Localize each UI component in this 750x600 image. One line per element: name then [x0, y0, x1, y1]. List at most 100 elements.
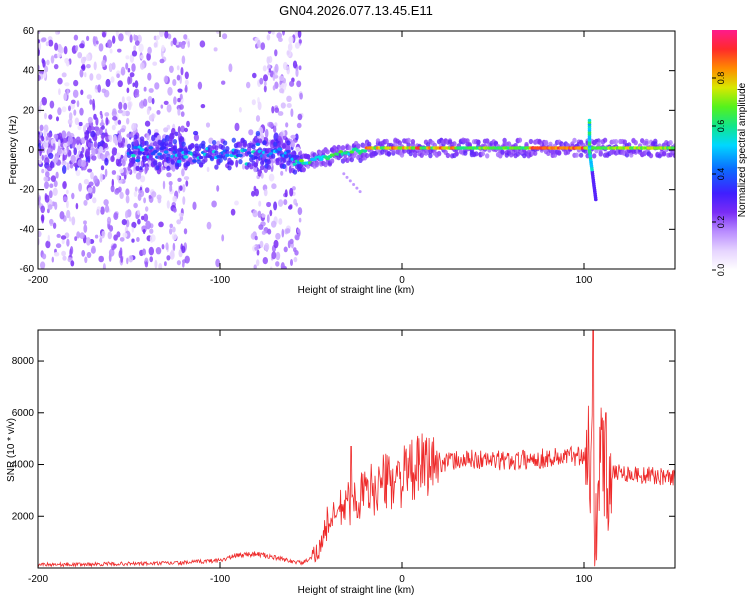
heatmap-cell [38, 39, 41, 44]
heatmap-cell [227, 165, 232, 171]
heatmap-cell [106, 216, 112, 225]
heatmap-cell [117, 134, 122, 143]
heatmap-cell [141, 225, 147, 231]
heatmap-cell [90, 171, 94, 180]
heatmap-cell [86, 35, 90, 42]
heatmap-cell [38, 159, 42, 165]
heatmap-cell [485, 153, 490, 159]
heatmap-cell [131, 221, 137, 229]
heatmap-cell [111, 154, 115, 162]
heatmap-cell [271, 251, 277, 260]
heatmap-cell [480, 151, 485, 157]
heatmap-cell [282, 61, 288, 71]
heatmap-cell [135, 172, 142, 180]
heatmap-cell [98, 43, 104, 52]
heatmap-cell [84, 256, 88, 264]
heatmap-cell [355, 186, 359, 190]
heatmap-cell [133, 191, 138, 197]
spectrogram-x-tick-label: 100 [576, 275, 593, 286]
heatmap-cell [131, 158, 136, 164]
heatmap-ridge-cell [349, 150, 355, 154]
heatmap-cell [153, 141, 158, 147]
heatmap-cell [104, 168, 108, 177]
heatmap-cell [157, 161, 162, 167]
heatmap-cell [125, 210, 129, 219]
heatmap-cell [64, 82, 70, 87]
heatmap-cell [174, 148, 180, 154]
heatmap-cell [296, 80, 302, 88]
heatmap-cell [143, 213, 149, 222]
heatmap-cell [121, 96, 125, 104]
heatmap-cell [52, 187, 58, 196]
spectrogram-x-tick-label: -200 [28, 275, 48, 286]
heatmap-cell [96, 73, 102, 81]
heatmap-cell [263, 74, 268, 82]
heatmap-cell [406, 137, 411, 143]
heatmap-cell [278, 199, 284, 207]
heatmap-cell [190, 142, 195, 149]
heatmap-cell [90, 130, 96, 138]
heatmap-cell [264, 129, 268, 138]
snr-y-tick-label: 2000 [12, 511, 35, 522]
heatmap-cell [146, 52, 151, 61]
heatmap-ridge-cell [157, 152, 163, 156]
heatmap-cell [672, 152, 675, 159]
heatmap-cell [43, 129, 47, 138]
heatmap-cell [134, 186, 138, 192]
heatmap-cell [61, 130, 67, 139]
heatmap-cell [170, 40, 174, 47]
heatmap-cell [199, 40, 206, 48]
heatmap-ridge-cell [139, 148, 145, 152]
heatmap-ridge-cell [128, 151, 134, 155]
heatmap-cell [134, 40, 140, 46]
heatmap-cell [476, 139, 481, 145]
heatmap-cell [101, 125, 105, 130]
heatmap-cell [153, 35, 157, 41]
spectrogram-y-tick-label: 60 [23, 26, 35, 37]
heatmap-cell [63, 46, 68, 55]
heatmap-cell [131, 226, 134, 233]
heatmap-cell [111, 245, 115, 251]
heatmap-ridge-cell [192, 159, 197, 163]
heatmap-cell [262, 140, 267, 146]
heatmap-cell [181, 168, 185, 177]
heatmap-cell [44, 65, 49, 73]
heatmap-cell [79, 107, 84, 116]
heatmap-cell [184, 79, 189, 86]
heatmap-cell [358, 190, 362, 194]
heatmap-cell [182, 196, 186, 205]
heatmap-cell [102, 142, 108, 149]
heatmap-cell [104, 112, 110, 117]
spectrogram-x-label: Height of straight line (km) [298, 285, 415, 296]
heatmap-cell [57, 148, 62, 155]
heatmap-cell [75, 45, 79, 52]
heatmap-cell [104, 157, 109, 166]
heatmap-cell [108, 225, 114, 232]
heatmap-cell [86, 63, 91, 69]
snr-x-tick-label: 100 [576, 574, 593, 585]
heatmap-cell [169, 228, 173, 235]
heatmap-cell [436, 150, 442, 156]
heatmap-cell [169, 65, 174, 74]
heatmap-cell [463, 150, 468, 156]
heatmap-cell [76, 100, 80, 108]
heatmap-cell [282, 31, 285, 36]
heatmap-cell [79, 43, 85, 49]
heatmap-cell [231, 137, 236, 143]
heatmap-cell [221, 234, 225, 242]
heatmap-cell [251, 144, 256, 150]
heatmap-cell [85, 122, 90, 128]
heatmap-cell [271, 220, 277, 228]
heatmap-cell [144, 187, 150, 194]
heatmap-ridge-cell [238, 153, 243, 158]
heatmap-cell [256, 249, 260, 256]
heatmap-ridge-cell [253, 156, 259, 160]
heatmap-cell [127, 31, 131, 37]
heatmap-cell [267, 228, 272, 235]
heatmap-cell [48, 114, 53, 120]
heatmap-cell [257, 101, 262, 111]
heatmap-cell [118, 33, 124, 42]
heatmap-ridge-cell [148, 146, 154, 150]
heatmap-cell [225, 149, 230, 155]
heatmap-cell [132, 82, 135, 88]
